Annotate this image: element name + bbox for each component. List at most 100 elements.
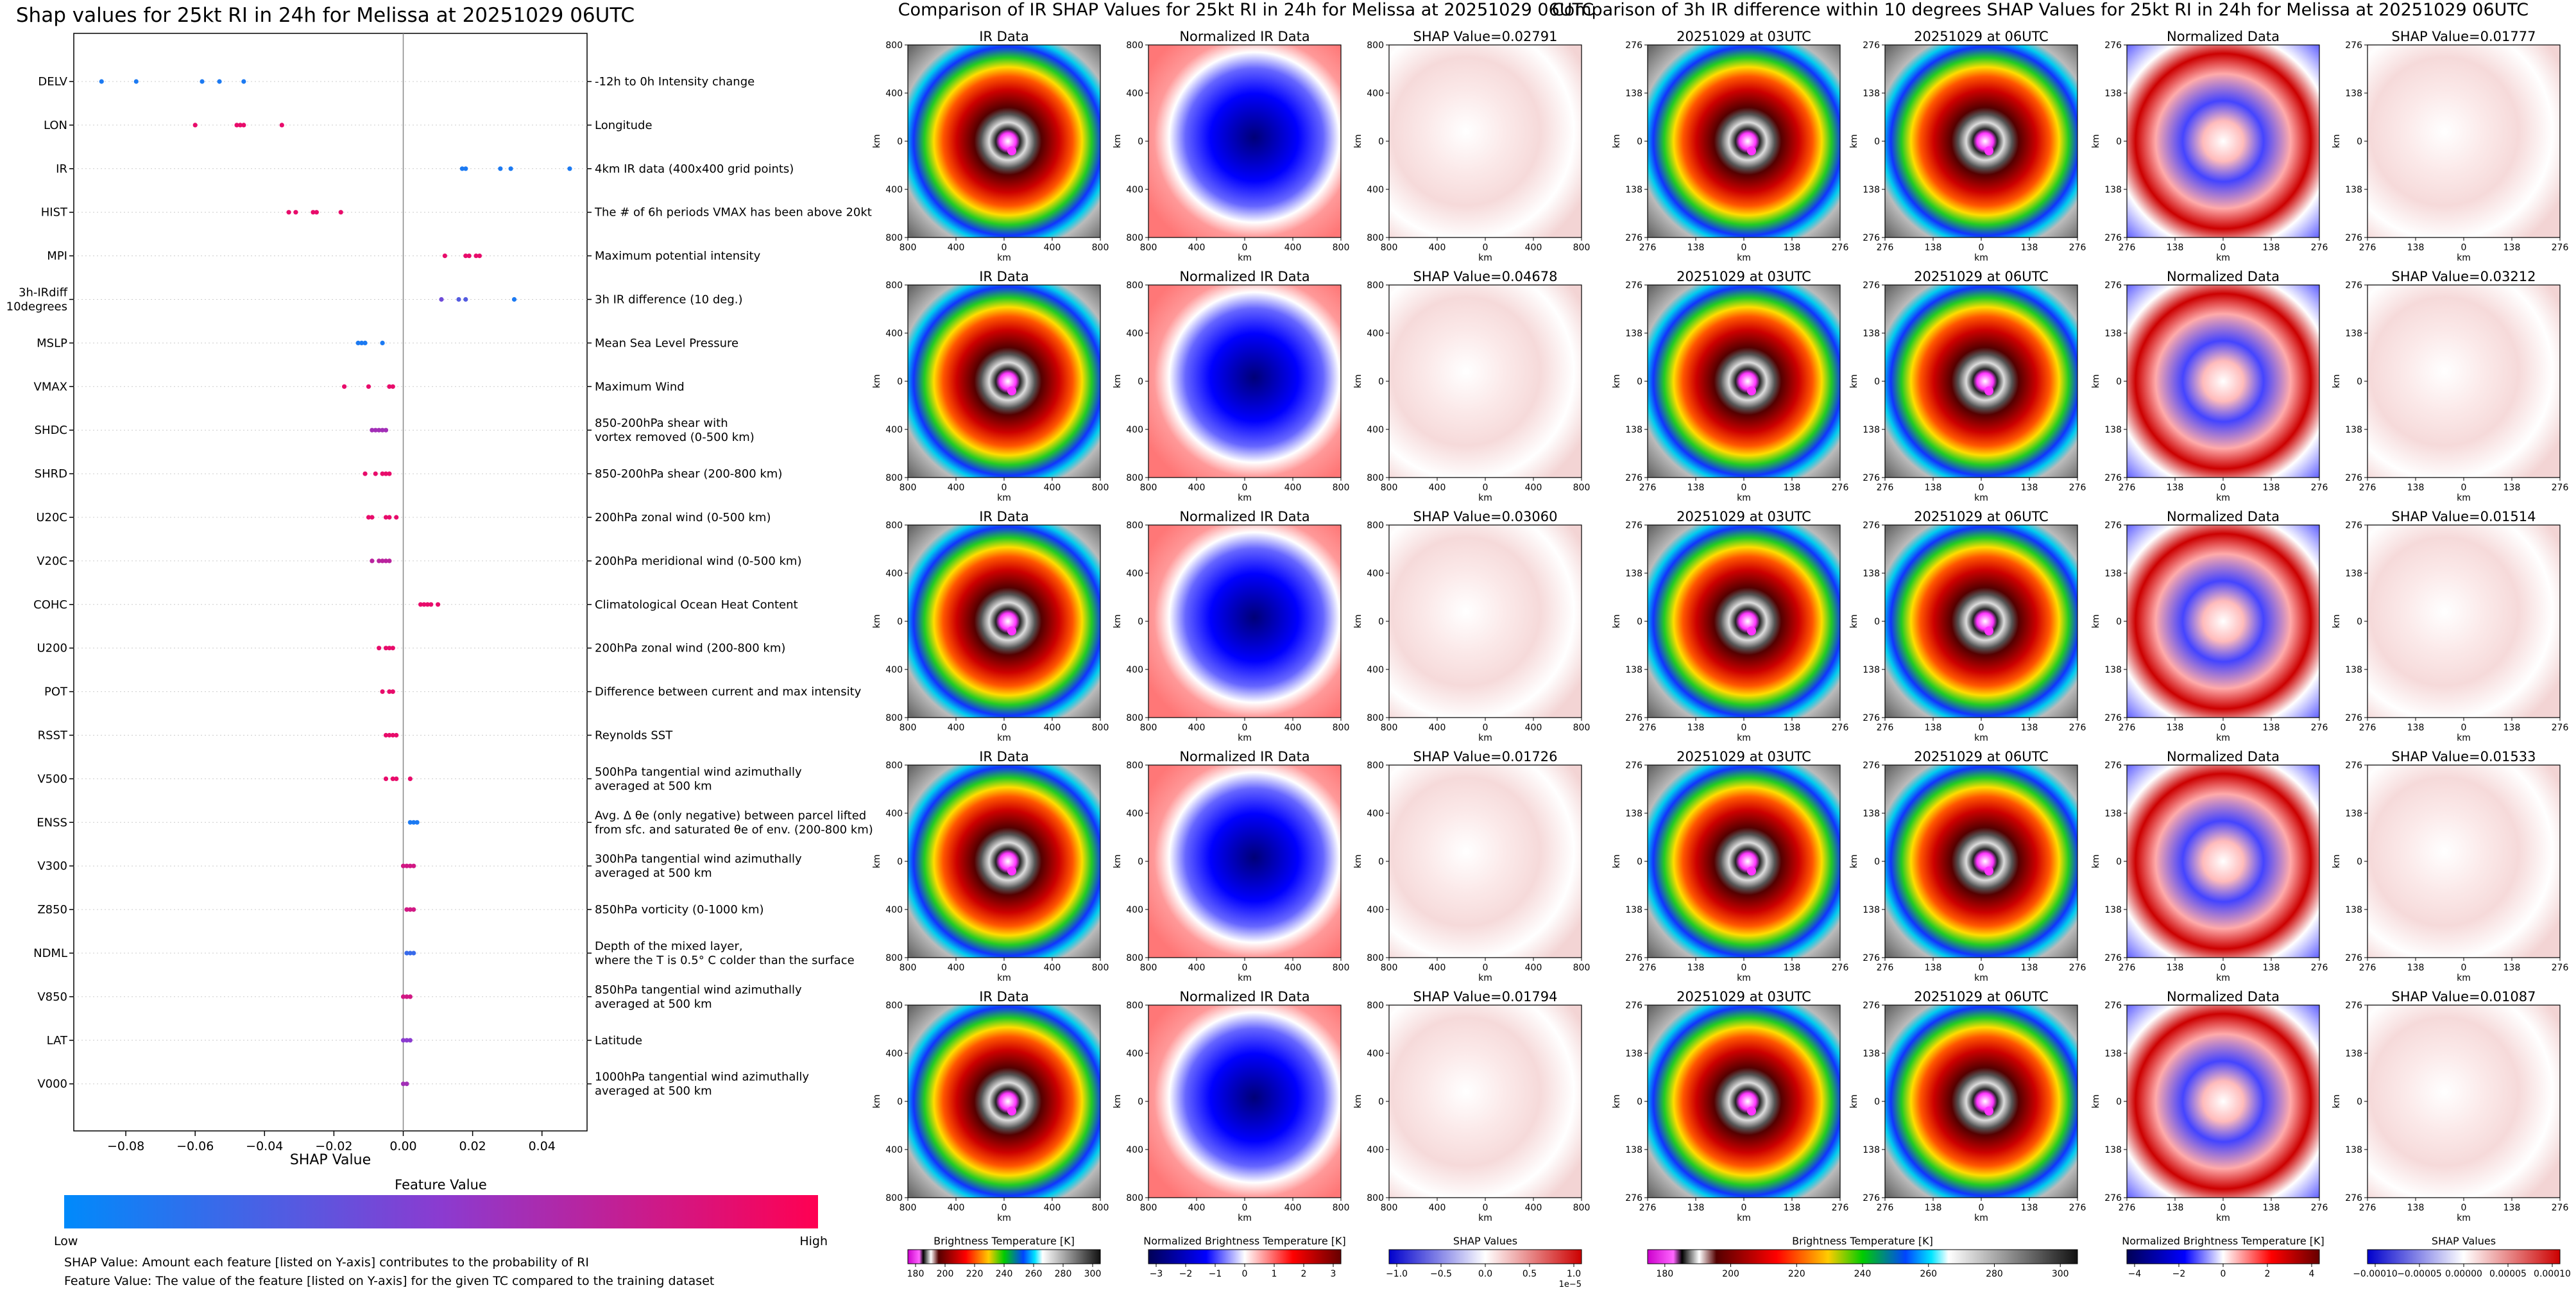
x-tick-label: 276	[2069, 963, 2086, 973]
panel-image	[2127, 765, 2319, 958]
shap-point	[383, 732, 389, 738]
shap-point	[370, 427, 375, 433]
y-tick-label: 400	[1126, 809, 1143, 819]
shap-point	[241, 123, 246, 128]
panel-title: SHAP Value=0.01533	[2392, 749, 2536, 764]
shap-point	[380, 427, 385, 433]
feature-description-label: 850-200hPa shear with vortex removed (0-5…	[595, 417, 755, 444]
panel-title: 20251029 at 06UTC	[1914, 749, 2049, 764]
y-tick-label: 138	[1625, 329, 1642, 339]
panel-title: 20251029 at 03UTC	[1676, 989, 1811, 1004]
y-tick-label: 138	[2104, 569, 2122, 579]
y-tick-label: 138	[1863, 665, 1880, 675]
x-tick-label: 0	[1483, 1203, 1488, 1213]
panel-image	[1389, 45, 1582, 237]
y-tick-label: 800	[885, 521, 903, 531]
shap-point	[342, 384, 347, 389]
colorbar-tick-label: 4	[2309, 1269, 2315, 1279]
x-axis-label: km	[1238, 973, 1252, 983]
shap-point	[370, 515, 375, 520]
panel-title: Normalized Data	[2167, 29, 2280, 44]
x-axis-label: km	[1238, 493, 1252, 503]
colorbar-gradient	[907, 1249, 1101, 1264]
y-tick-label: 800	[885, 713, 903, 723]
y-tick-label: 138	[1863, 1049, 1880, 1059]
y-tick-label: 400	[885, 569, 903, 579]
shap-point	[407, 951, 413, 956]
storm-eye-marker	[1007, 626, 1016, 635]
shap-point	[466, 254, 472, 259]
shap-point	[390, 776, 395, 781]
colorbar-tick-label: 2	[1301, 1269, 1307, 1279]
y-tick-label: 800	[885, 1001, 903, 1011]
image-colorbar: Brightness Temperature [K] 180 200 220 240 26…	[907, 1235, 1102, 1279]
feature-name-label: LON	[44, 119, 67, 132]
x-axis-label: km	[2457, 1213, 2471, 1223]
x-tick-label: 0	[1242, 1203, 1248, 1213]
x-axis-label: km	[1737, 253, 1751, 263]
y-tick-label: 800	[885, 761, 903, 771]
feature-description-label: Maximum potential intensity	[595, 250, 761, 263]
y-axis-label: km	[1353, 614, 1363, 628]
colorbar-tick-label: 180	[907, 1269, 925, 1279]
panel-image	[2127, 285, 2319, 478]
y-tick-label: 138	[1863, 1145, 1880, 1155]
x-tick-label: 800	[1381, 963, 1398, 973]
panel-title: 20251029 at 03UTC	[1676, 509, 1811, 524]
y-tick-label: 276	[2345, 761, 2362, 771]
x-tick-label: 400	[1284, 963, 1302, 973]
y-axis-label: km	[1612, 1094, 1622, 1108]
feature-description-label: 4km IR data (400x400 grid points)	[595, 162, 794, 176]
image-panel: Normalized Data2762761381380013813827627…	[2091, 269, 2328, 503]
x-tick-label: 276	[2119, 243, 2136, 253]
panel-title: Normalized IR Data	[1179, 29, 1309, 44]
colorbar-tick-label: −2	[1179, 1269, 1193, 1279]
shap-point	[407, 907, 413, 912]
colorbar-gradient	[2367, 1249, 2561, 1264]
storm-eye-marker	[1747, 866, 1756, 875]
y-tick-label: 800	[1367, 473, 1384, 483]
x-tick-label: 276	[2311, 483, 2328, 493]
feature-name-label: U200	[37, 642, 67, 655]
y-tick-label: 138	[1625, 89, 1642, 99]
shap-point	[383, 471, 389, 476]
feature-description-label: 1000hPa tangential wind azimuthally avera…	[595, 1071, 809, 1098]
feature-name-label: V850	[37, 990, 67, 1004]
beeswarm-plot: −0.08 −0.06 −0.04 −0.02 0.00 0.02 0.04 DELV -12h…	[6, 33, 873, 1153]
panel-image	[1389, 765, 1582, 958]
x-tick-label: 0	[2461, 243, 2467, 253]
shap-point	[407, 863, 413, 868]
x-tick-label: 800	[1381, 1203, 1398, 1213]
shap-point	[387, 646, 392, 651]
x-tick-label: 138	[2503, 723, 2521, 733]
x-axis-label: km	[997, 973, 1011, 983]
shap-point	[442, 254, 447, 259]
image-colorbar: SHAP Values −1.0 −0.5 0.0 0.5 1.01e−5	[1386, 1235, 1582, 1289]
x-tick-label: 400	[1525, 963, 1542, 973]
image-panel: SHAP Value=0.015332762761381380013813827…	[2332, 749, 2568, 983]
image-panel: 20251029 at 03UTC27627613813800138138276…	[1612, 269, 1848, 503]
x-tick-label: 400	[948, 723, 965, 733]
image-panel: Normalized IR Data8008004004000040040080…	[1113, 269, 1349, 503]
x-axis-label: km	[1737, 973, 1751, 983]
panel-title: IR Data	[979, 29, 1029, 44]
x-tick-label: 0.04	[529, 1139, 556, 1153]
y-tick-label: 276	[1863, 761, 1880, 771]
x-tick-label: 400	[1525, 723, 1542, 733]
x-axis-label: km	[1737, 733, 1751, 743]
x-tick-label: 800	[1092, 723, 1109, 733]
image-panel: 20251029 at 03UTC27627613813800138138276…	[1612, 29, 1848, 263]
colorbar-label: Normalized Brightness Temperature [K]	[1143, 1235, 1346, 1247]
colorbar-tick-label: −0.5	[1430, 1269, 1452, 1279]
shap-point	[383, 515, 389, 520]
panel-image	[2127, 1005, 2319, 1198]
shap-point	[380, 340, 385, 346]
shap-point	[383, 646, 389, 651]
image-panel: Normalized IR Data8008004004000040040080…	[1113, 749, 1349, 983]
colorbar-tick-label: 240	[1854, 1269, 1872, 1279]
y-tick-label: 276	[2345, 1193, 2362, 1203]
y-axis-label: km	[1849, 614, 1859, 628]
shap-point	[463, 254, 468, 259]
feature-name-label: IR	[56, 162, 67, 176]
beeswarm-title: Shap values for 25kt RI in 24h for Melis…	[16, 4, 635, 27]
